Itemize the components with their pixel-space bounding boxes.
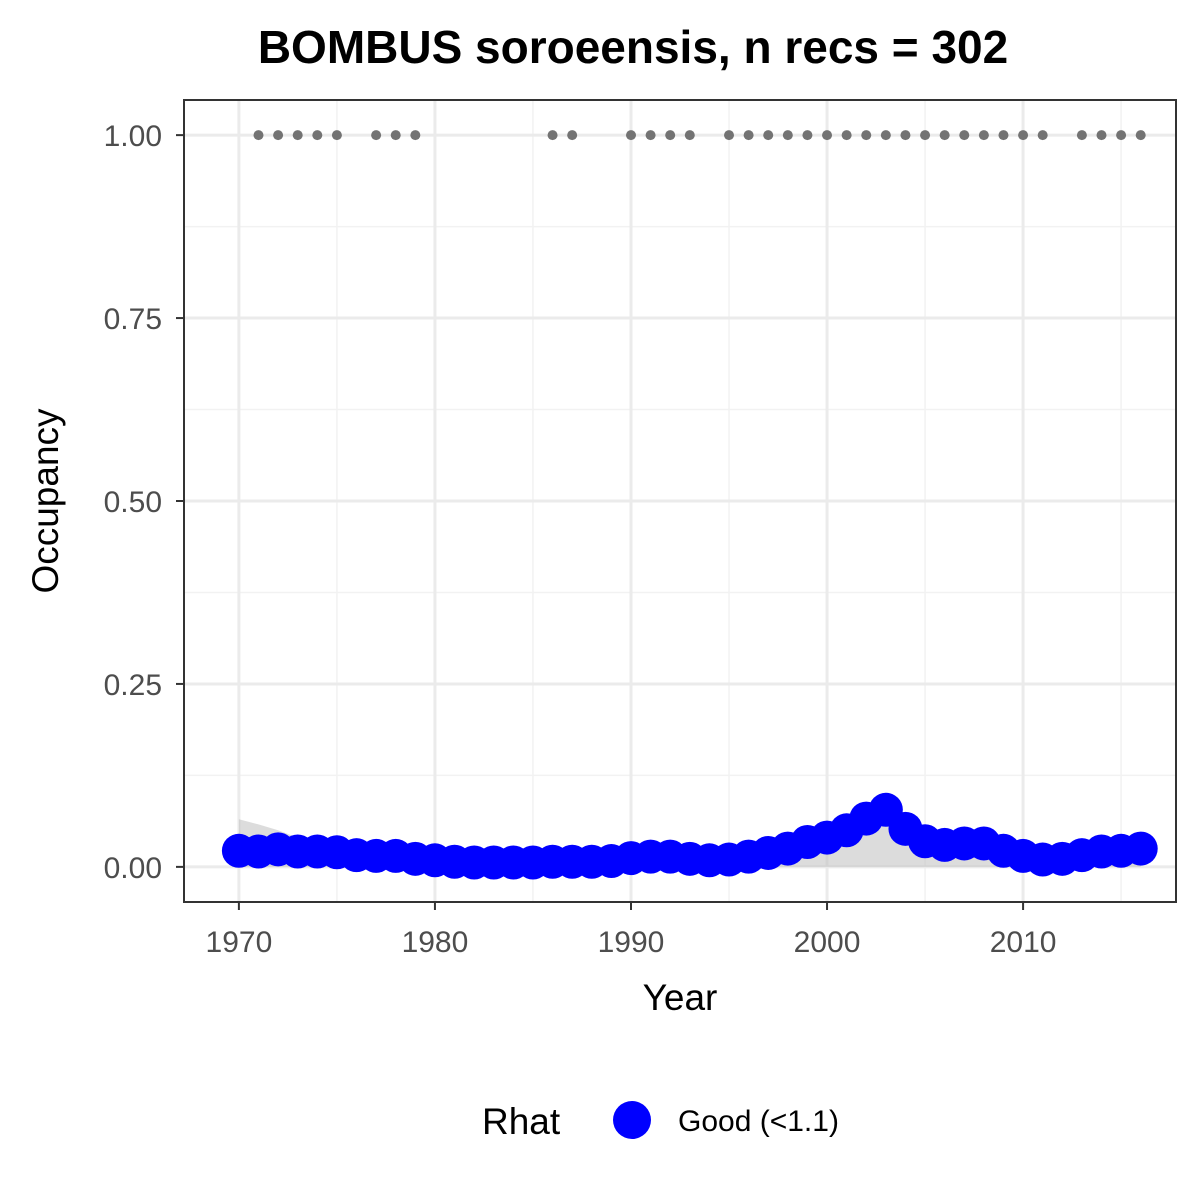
y-tick-label: 0.00 (104, 852, 162, 885)
record-point (567, 130, 578, 141)
x-tick-label: 2000 (794, 926, 861, 959)
legend-key-good-icon (613, 1101, 651, 1139)
record-point (1037, 130, 1048, 141)
record-point (625, 130, 636, 141)
record-point (410, 130, 421, 141)
record-point (880, 130, 891, 141)
record-point (331, 130, 342, 141)
record-point (724, 130, 735, 141)
record-point (292, 130, 303, 141)
record-point (1096, 130, 1107, 141)
record-point (1135, 130, 1146, 141)
y-tick-label: 0.25 (104, 669, 162, 702)
record-point (978, 130, 989, 141)
occupancy-point (1123, 831, 1158, 866)
y-tick-label: 0.50 (104, 486, 162, 519)
record-point (841, 130, 852, 141)
record-point (273, 130, 284, 141)
record-point (939, 130, 950, 141)
record-point (920, 130, 931, 141)
record-points-layer (253, 130, 1146, 141)
legend: Rhat Good (<1.1) (482, 1101, 839, 1142)
y-tick-label: 0.75 (104, 303, 162, 336)
record-point (900, 130, 911, 141)
record-point (684, 130, 695, 141)
record-point (822, 130, 833, 141)
x-tick-label: 1980 (402, 926, 469, 959)
x-axis: 1970 1980 1990 2000 2010 (206, 902, 1057, 959)
record-point (1018, 130, 1029, 141)
record-point (645, 130, 656, 141)
chart-title: BOMBUS soroeensis, n recs = 302 (258, 21, 1008, 73)
record-point (763, 130, 774, 141)
y-axis: 0.00 0.25 0.50 0.75 1.00 (104, 120, 184, 885)
record-point (665, 130, 676, 141)
y-tick-label: 1.00 (104, 120, 162, 153)
y-axis-title: Occupancy (25, 408, 66, 594)
record-point (1076, 130, 1087, 141)
x-tick-label: 2010 (990, 926, 1057, 959)
record-point (371, 130, 382, 141)
record-point (802, 130, 813, 141)
record-point (959, 130, 970, 141)
record-point (1116, 130, 1127, 141)
legend-title: Rhat (482, 1101, 561, 1142)
record-point (390, 130, 401, 141)
record-point (998, 130, 1009, 141)
x-axis-title: Year (643, 977, 718, 1018)
record-point (861, 130, 872, 141)
record-point (743, 130, 754, 141)
legend-label-good: Good (<1.1) (678, 1105, 839, 1138)
record-point (253, 130, 264, 141)
x-tick-label: 1970 (206, 926, 273, 959)
x-tick-label: 1990 (598, 926, 665, 959)
record-point (782, 130, 793, 141)
record-point (547, 130, 558, 141)
occupancy-series-layer (221, 792, 1158, 880)
record-point (312, 130, 323, 141)
